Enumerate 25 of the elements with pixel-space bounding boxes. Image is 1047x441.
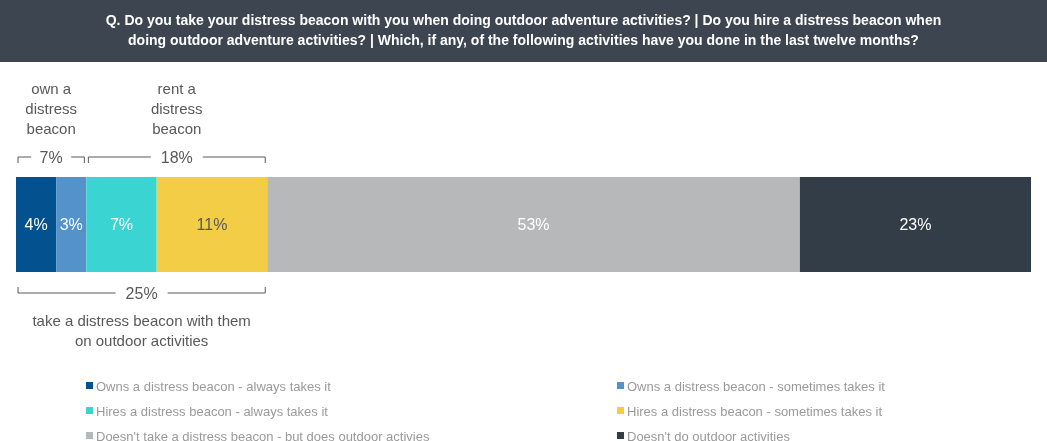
text: take a distress beacon with them on outdoor activities	[32, 312, 251, 349]
text: 25%	[125, 284, 158, 302]
bar	[16, 177, 57, 272]
legend-label: Doesn't take a distress beacon - but does outdoor activies	[96, 428, 430, 441]
bar	[156, 177, 268, 272]
text: 18%	[160, 148, 193, 166]
data-label: 53%	[517, 216, 550, 234]
bar	[267, 177, 800, 272]
legend-label: Owns a distress beacon - always takes it	[96, 378, 332, 394]
bar	[56, 177, 87, 272]
legend-label: Owns a distress beacon - sometimes takes it	[627, 378, 886, 394]
data-label: 7%	[109, 216, 134, 234]
data-label: 23%	[899, 216, 932, 234]
text: own a distress beacon	[25, 80, 78, 137]
legend-label: Doesn't do outdoor activities	[627, 428, 791, 441]
bar	[86, 177, 157, 272]
data-label: 3%	[59, 216, 83, 234]
chart-title: Q. Do you take your distress beacon with you when doing outdoor adventure activities? | Do you hire a distress beacon when doing outdoor adventure activities? | Which, if any, of the following activities have you done in the last twelve months?	[105, 11, 942, 48]
text: 7%	[39, 148, 63, 166]
legend-label: Hires a distress beacon - sometimes takes it	[627, 403, 883, 419]
text: rent a distress beacon	[150, 80, 203, 137]
bar	[799, 177, 1031, 272]
data-label: 11%	[196, 216, 228, 234]
legend-label: Hires a distress beacon - always takes it	[96, 403, 329, 419]
data-label: 4%	[24, 216, 48, 234]
